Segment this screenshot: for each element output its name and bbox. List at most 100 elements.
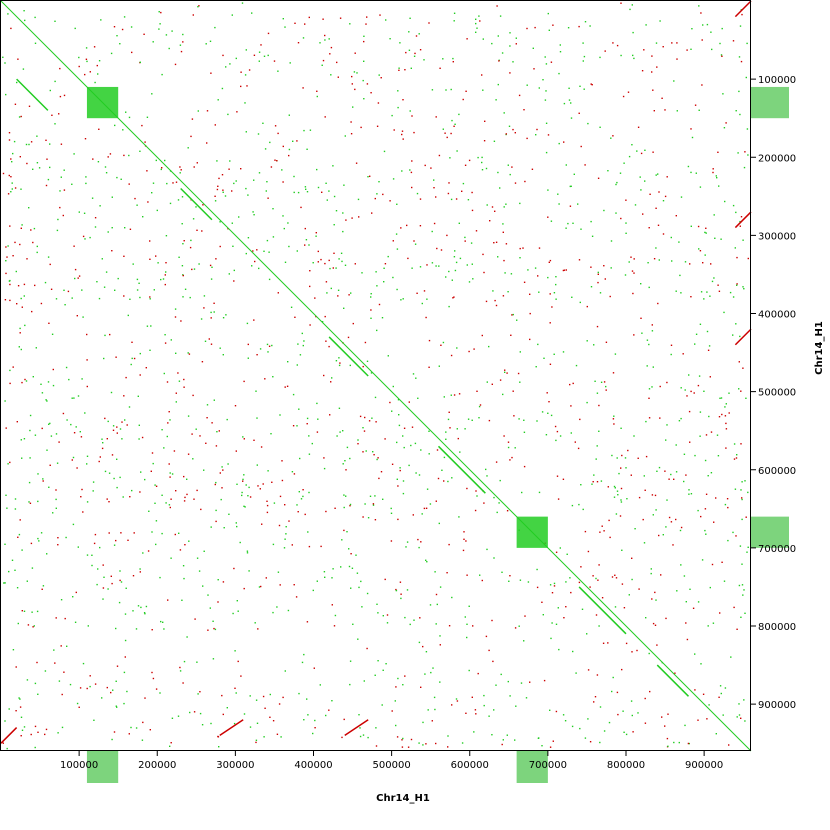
match-dot <box>612 372 615 374</box>
match-dot <box>477 672 479 675</box>
match-dot <box>578 259 581 261</box>
match-dot <box>410 444 412 447</box>
match-dot <box>84 73 86 76</box>
match-dot <box>209 40 212 42</box>
x-tick-label: 600000 <box>451 760 489 771</box>
match-dot <box>491 383 493 385</box>
match-dot <box>101 258 103 260</box>
match-dot <box>111 454 114 456</box>
match-dot <box>14 103 17 105</box>
match-dot <box>99 456 101 458</box>
match-dot <box>344 135 346 137</box>
match-dot <box>475 713 477 715</box>
match-dot <box>93 542 96 545</box>
match-dot <box>500 673 502 676</box>
match-dot <box>401 739 403 741</box>
match-dot <box>156 209 158 212</box>
match-dot <box>26 679 29 681</box>
match-dot <box>189 246 192 249</box>
match-dot <box>497 83 499 86</box>
match-dot <box>541 601 543 603</box>
match-dot <box>216 160 218 162</box>
match-dot <box>479 20 481 22</box>
match-dot <box>372 504 375 506</box>
match-dot <box>664 725 666 727</box>
match-dot <box>28 207 30 209</box>
match-dot <box>228 168 230 170</box>
match-dot <box>410 171 413 174</box>
match-dot <box>644 149 646 151</box>
match-dot <box>545 122 548 124</box>
match-dot <box>514 739 516 741</box>
match-dot <box>73 397 75 399</box>
match-dot <box>381 704 383 706</box>
match-dot <box>633 334 635 336</box>
match-dot <box>537 343 539 346</box>
match-dot <box>620 54 622 57</box>
match-dot <box>272 611 274 614</box>
match-dot <box>243 380 245 383</box>
match-dot <box>453 12 456 14</box>
match-dot <box>382 498 384 500</box>
match-dot <box>269 141 271 144</box>
match-dot <box>577 447 580 450</box>
match-dot <box>28 481 31 484</box>
match-dot <box>86 333 88 336</box>
match-dot <box>680 564 682 566</box>
plot-frame <box>0 0 751 751</box>
match-dot <box>145 605 148 608</box>
match-dot <box>563 141 565 143</box>
match-dot <box>651 598 653 600</box>
match-dot <box>605 389 607 391</box>
match-dot <box>202 204 204 206</box>
match-dot <box>211 422 213 424</box>
match-dot <box>8 280 11 282</box>
match-dot <box>66 419 68 421</box>
match-dot <box>24 19 26 22</box>
match-dot <box>507 441 510 443</box>
match-dot <box>60 645 62 647</box>
match-dot <box>451 279 453 281</box>
match-dot <box>370 293 372 295</box>
match-dot <box>10 158 12 160</box>
match-dot <box>492 290 494 292</box>
match-dot <box>625 199 627 201</box>
match-dot <box>18 533 21 536</box>
match-dot <box>161 73 163 76</box>
match-dot <box>124 613 127 615</box>
match-dot <box>254 622 256 624</box>
match-dot <box>489 220 491 222</box>
match-dot <box>108 532 110 534</box>
match-dot <box>390 540 393 542</box>
match-dot <box>426 298 428 300</box>
match-dot <box>47 381 50 383</box>
match-dot <box>481 161 483 164</box>
match-dot <box>381 317 384 319</box>
match-dot <box>85 182 87 185</box>
match-dot <box>272 208 274 210</box>
match-dot <box>548 261 550 263</box>
match-dot <box>103 357 105 360</box>
match-dot <box>578 503 580 506</box>
match-dot <box>350 133 353 135</box>
match-dot <box>587 669 590 671</box>
match-dot <box>37 731 39 733</box>
match-dot <box>505 203 507 205</box>
match-dot <box>739 225 741 227</box>
match-dot <box>738 584 741 587</box>
match-dot <box>385 19 387 21</box>
match-dot <box>651 494 654 496</box>
match-dot <box>20 439 22 441</box>
match-dot <box>563 269 566 271</box>
match-dot <box>141 739 144 741</box>
match-dot <box>21 224 23 226</box>
match-dot <box>467 199 470 201</box>
match-dot <box>549 709 551 711</box>
match-dot <box>512 390 514 392</box>
match-dot <box>153 289 155 291</box>
match-dot <box>720 692 722 695</box>
match-dot <box>263 55 266 57</box>
match-dot <box>113 477 115 480</box>
match-dot <box>167 599 169 601</box>
match-dot <box>122 129 124 131</box>
